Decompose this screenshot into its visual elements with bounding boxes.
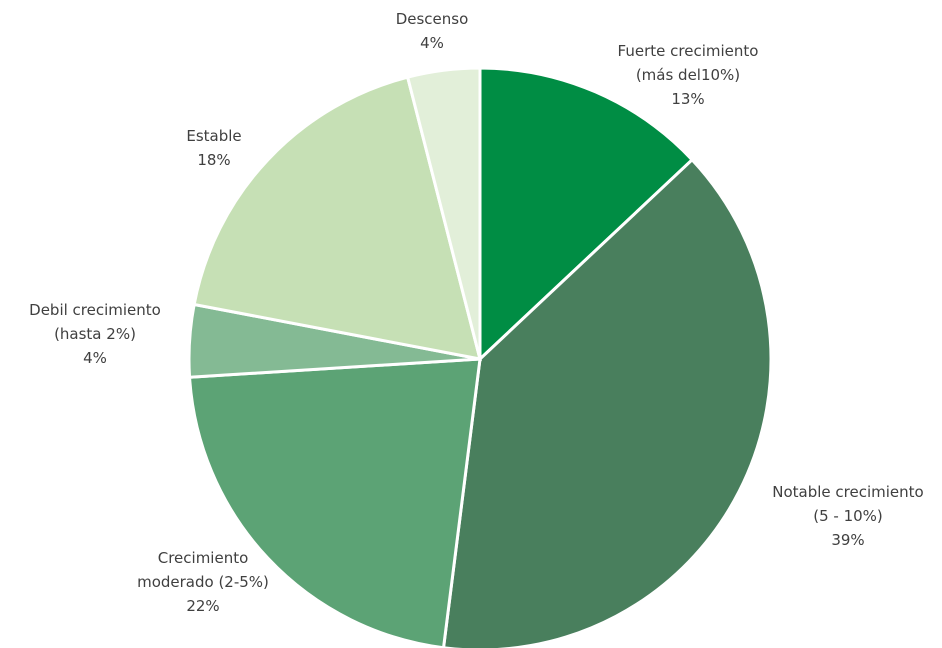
- slice-percent-label: 39%: [831, 531, 864, 549]
- slice-percent-label: 18%: [197, 151, 230, 169]
- slice-percent-label: 22%: [186, 597, 219, 615]
- pie-slice-5: [192, 75, 483, 361]
- slice-category-label: Notable crecimiento: [772, 483, 923, 501]
- slice-category-label: Estable: [186, 127, 241, 145]
- slice-percent-label: 13%: [671, 90, 704, 108]
- pie-slice-2: [441, 157, 773, 648]
- slice-label-4: Debil crecimiento (hasta 2%) 4%: [29, 301, 161, 367]
- slice-label-1: Fuerte crecimiento (más del10%) 13%: [618, 42, 759, 108]
- pie-labels: Fuerte crecimiento (más del10%) 13% Notable…: [29, 10, 924, 615]
- slice-category-label: Debil crecimiento: [29, 301, 161, 319]
- slice-label-6: Descenso 4%: [396, 10, 469, 52]
- pie-slice-3: [187, 357, 482, 648]
- slice-category-label: (hasta 2%): [54, 325, 136, 343]
- slice-category-label: (5 - 10%): [813, 507, 883, 525]
- pie-slice-1: [478, 66, 695, 363]
- slice-category-label: Descenso: [396, 10, 469, 28]
- slice-label-3: Crecimiento moderado (2-5%) 22%: [137, 549, 269, 615]
- slice-category-label: moderado (2-5%): [137, 573, 269, 591]
- pie-slices: [187, 66, 773, 648]
- slice-percent-label: 4%: [83, 349, 107, 367]
- pie-slice-6: [405, 66, 482, 360]
- slice-label-2: Notable crecimiento (5 - 10%) 39%: [772, 483, 923, 549]
- slice-label-5: Estable 18%: [186, 127, 241, 169]
- slice-category-label: Crecimiento: [158, 549, 249, 567]
- slice-percent-label: 4%: [420, 34, 444, 52]
- slice-category-label: (más del10%): [636, 66, 740, 84]
- slice-category-label: Fuerte crecimiento: [618, 42, 759, 60]
